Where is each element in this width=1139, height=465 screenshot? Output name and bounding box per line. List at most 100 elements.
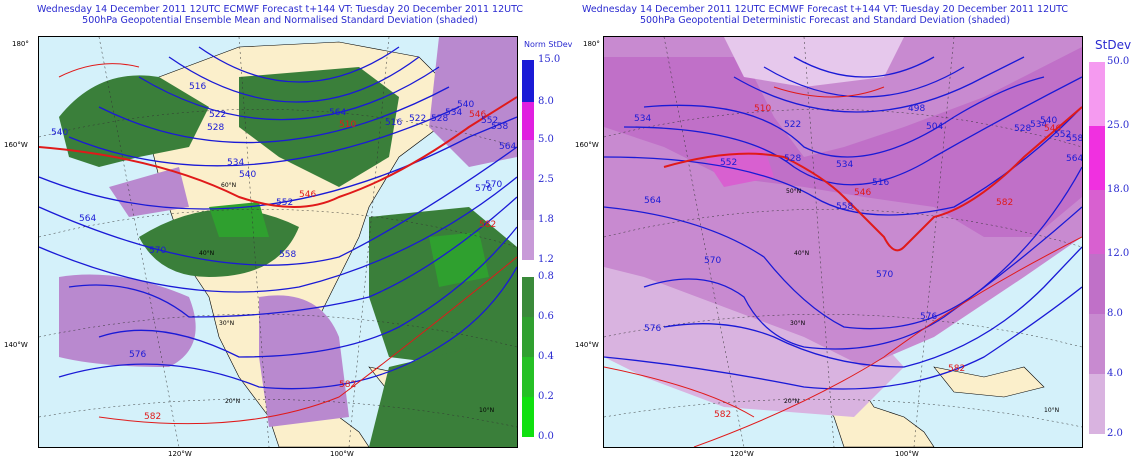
cb-label: 8.0 bbox=[1107, 308, 1123, 319]
graticule bbox=[39, 37, 517, 447]
lat-label: 40°N bbox=[199, 250, 214, 257]
cb-label: 4.0 bbox=[1107, 368, 1123, 379]
contour-label: 522 bbox=[409, 114, 426, 124]
left-title-line-2: 500hPa Geopotential Ensemble Mean and No… bbox=[82, 15, 478, 26]
contour-label: 570 bbox=[876, 270, 893, 280]
contour-label: 516 bbox=[872, 178, 889, 188]
contour-label: 558 bbox=[491, 122, 508, 132]
contour-label: 546 bbox=[299, 190, 316, 200]
cb-swatch bbox=[522, 60, 534, 102]
contour-label: 576 bbox=[644, 324, 661, 334]
contour-label: 570 bbox=[485, 180, 502, 190]
cb-swatch bbox=[522, 220, 534, 260]
cb-label: 2.5 bbox=[538, 174, 554, 185]
contour-label: 540 bbox=[51, 128, 68, 138]
contour-label: 534 bbox=[836, 160, 853, 170]
contour-label: 522 bbox=[209, 110, 226, 120]
left-map-svg: 516 540 522 528 534 540 546 552 564 564 … bbox=[39, 37, 517, 447]
purple-shade-south bbox=[259, 295, 349, 427]
lat-label: 10°N bbox=[479, 407, 494, 414]
right-contour-labels: 534 510 522 528 534 546 552 558 564 570 … bbox=[634, 104, 1082, 420]
contour-label: 552 bbox=[720, 158, 737, 168]
lat-label: 30°N bbox=[219, 320, 234, 327]
contour-label: 510 bbox=[754, 104, 771, 114]
contour-label: 564 bbox=[1066, 154, 1082, 164]
contour-label: 558 bbox=[279, 250, 296, 260]
cb-label: 18.0 bbox=[1107, 184, 1130, 195]
contours-red-thin bbox=[58, 63, 517, 425]
contour-label: 552 bbox=[1054, 130, 1071, 140]
green-shade-core bbox=[209, 202, 269, 237]
contour-label: 576 bbox=[920, 312, 937, 322]
contour-label: 570 bbox=[704, 256, 721, 266]
green-shade-nw bbox=[59, 75, 209, 167]
contour-label: 534 bbox=[1030, 120, 1047, 130]
contours-red bbox=[39, 96, 517, 208]
contour-label: 534 bbox=[634, 114, 651, 124]
left-lon-140w: 140°W bbox=[4, 341, 28, 349]
lat-label: 50°N bbox=[786, 188, 801, 195]
cb-swatch bbox=[522, 277, 534, 317]
right-lon-100w: 100°W bbox=[895, 450, 919, 458]
cb-label: 1.8 bbox=[538, 214, 554, 225]
contour-label: 504 bbox=[926, 122, 943, 132]
contour-label: 564 bbox=[79, 214, 96, 224]
contour-label: 570 bbox=[149, 246, 166, 256]
right-title-line-2: 500hPa Geopotential Deterministic Foreca… bbox=[639, 15, 1011, 26]
cb-label: 5.0 bbox=[538, 134, 554, 145]
contour-label: 582 bbox=[948, 364, 965, 374]
cb-label: 0.4 bbox=[538, 351, 554, 362]
cb-swatch bbox=[522, 180, 534, 220]
cb-swatch bbox=[1089, 62, 1105, 126]
left-title: Wednesday 14 December 2011 12UTC ECMWF F… bbox=[0, 4, 560, 26]
contour-label: 582 bbox=[714, 410, 731, 420]
right-map: 534 510 522 528 534 546 552 558 564 570 … bbox=[603, 36, 1083, 448]
left-title-line-1: Wednesday 14 December 2011 12UTC ECMWF F… bbox=[37, 4, 523, 15]
cb-swatch bbox=[1089, 126, 1105, 190]
cb-label: 25.0 bbox=[1107, 120, 1130, 131]
right-colorbar: StDev 50.0 25.0 18.0 12.0 8.0 4.0 2.0 bbox=[1085, 38, 1135, 443]
right-colorbar-title: StDev bbox=[1095, 38, 1132, 52]
cb-label: 2.0 bbox=[1107, 428, 1123, 439]
left-map: 516 540 522 528 534 540 546 552 564 564 … bbox=[38, 36, 518, 448]
left-colorbar: Norm StDev 15.0 8.0 5.0 2.5 1.8 1.2 0.8 … bbox=[520, 40, 572, 442]
contours-red-thin bbox=[604, 86, 1082, 447]
purple-shade-ne bbox=[429, 37, 517, 167]
left-contour-labels: 516 540 522 528 534 540 546 552 564 564 … bbox=[51, 82, 516, 422]
purple-shade-nw bbox=[109, 167, 189, 217]
shade-light-top bbox=[724, 37, 904, 87]
contour-label: 582 bbox=[479, 220, 496, 230]
contours-blue bbox=[39, 46, 517, 390]
cb-swatch bbox=[522, 397, 534, 437]
contours-red bbox=[663, 106, 1082, 252]
shade-12 bbox=[704, 147, 774, 187]
contour-label: 582 bbox=[339, 380, 356, 390]
left-panel: Wednesday 14 December 2011 12UTC ECMWF F… bbox=[0, 0, 572, 465]
contour-label: 498 bbox=[908, 104, 925, 114]
left-colorbar-title: Norm StDev bbox=[524, 40, 573, 49]
left-lon-120w: 120°W bbox=[168, 450, 192, 458]
contour-label: 528 bbox=[207, 123, 224, 133]
cb-label: 0.8 bbox=[538, 271, 554, 282]
contour-label: 576 bbox=[129, 350, 146, 360]
contour-label: 510 bbox=[339, 120, 356, 130]
contour-label: 552 bbox=[276, 198, 293, 208]
shade-8 bbox=[604, 47, 1082, 237]
cb-label: 15.0 bbox=[538, 54, 561, 65]
cb-label: 50.0 bbox=[1107, 56, 1130, 67]
contour-label: 528 bbox=[784, 154, 801, 164]
left-lat-labels: 60°N 40°N 30°N 20°N 10°N bbox=[199, 182, 494, 414]
cb-swatch bbox=[1089, 374, 1105, 434]
contour-label: 576 bbox=[475, 184, 492, 194]
contour-label: 564 bbox=[644, 196, 661, 206]
cb-swatch bbox=[1089, 254, 1105, 314]
right-lon-160w: 160°W bbox=[575, 141, 599, 149]
cb-label: 0.0 bbox=[538, 431, 554, 442]
contour-label: 522 bbox=[784, 120, 801, 130]
contour-label: 564 bbox=[329, 108, 346, 118]
contour-label: 540 bbox=[239, 170, 256, 180]
lat-label: 20°N bbox=[225, 398, 240, 405]
left-lon-180: 180° bbox=[12, 40, 29, 48]
right-lon-120w: 120°W bbox=[730, 450, 754, 458]
cb-label: 1.2 bbox=[538, 254, 554, 265]
